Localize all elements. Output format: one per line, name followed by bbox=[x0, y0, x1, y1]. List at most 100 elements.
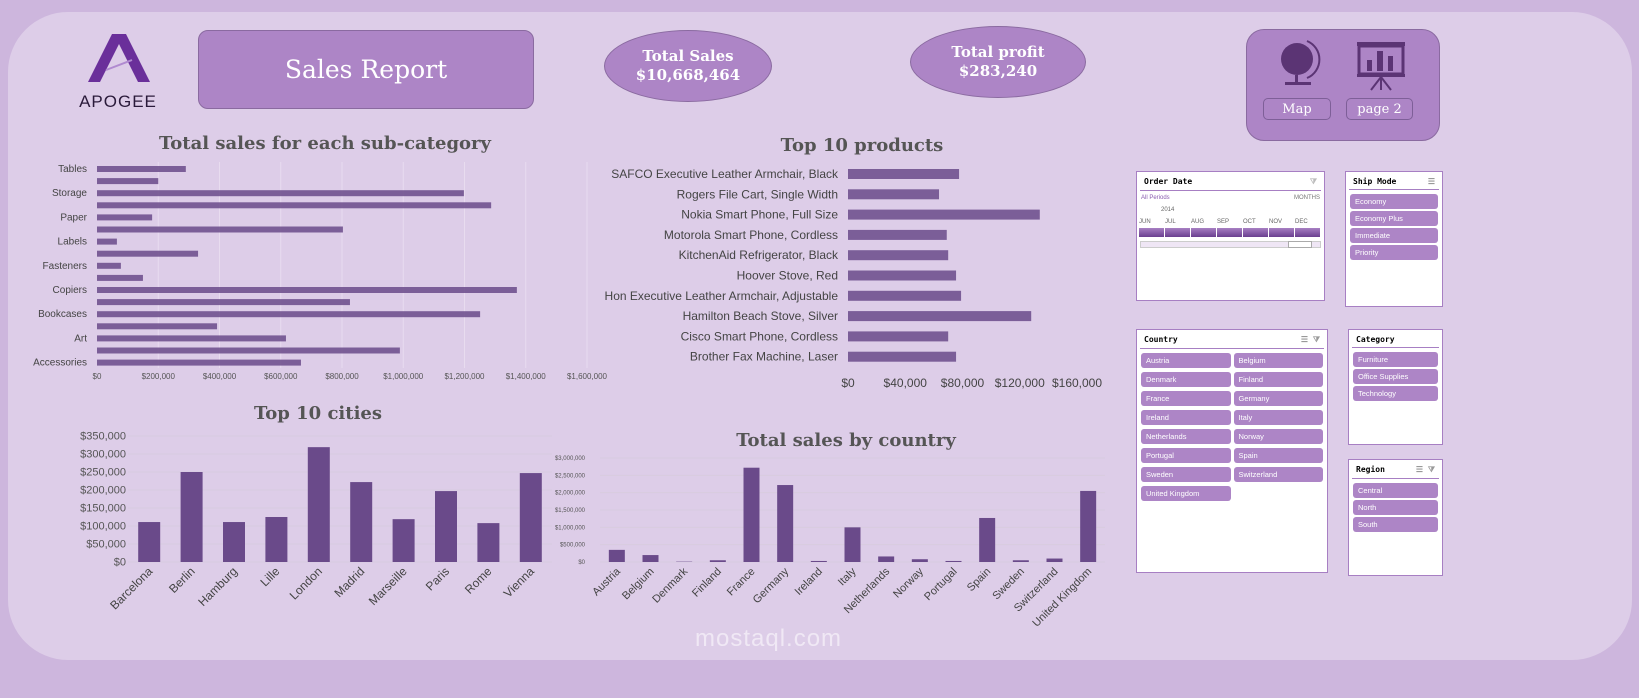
y-tick-label: $3,000,000 bbox=[555, 456, 586, 462]
slicer-item[interactable]: Office Supplies bbox=[1353, 369, 1438, 384]
slicer-item[interactable]: Portugal bbox=[1141, 448, 1231, 463]
bar bbox=[848, 311, 1032, 322]
month-label: NOV bbox=[1269, 219, 1283, 225]
cities-chart-title: Top 10 cities bbox=[253, 403, 383, 424]
category-label: Marseille bbox=[366, 564, 410, 608]
bar bbox=[138, 522, 161, 562]
multi-select-icon[interactable]: ☰ ⧩ bbox=[1415, 465, 1435, 474]
kpi-label: Total profit bbox=[951, 43, 1045, 61]
order-date-slicer[interactable]: Order Date ⧩ All Periods MONTHS 2014 JUN J… bbox=[1136, 171, 1325, 301]
month-bar[interactable] bbox=[1165, 228, 1190, 237]
globe-icon[interactable] bbox=[1277, 38, 1322, 88]
slicer-item[interactable]: Sweden bbox=[1141, 467, 1231, 482]
bar bbox=[848, 169, 960, 179]
kpi-total-profit: Total profit $283,240 bbox=[910, 26, 1086, 98]
slicer-item[interactable]: Technology bbox=[1353, 386, 1438, 401]
month-bar[interactable] bbox=[1269, 228, 1294, 237]
bar bbox=[848, 250, 949, 261]
category-label: Paris bbox=[423, 564, 452, 593]
slicer-item[interactable]: Italy bbox=[1233, 410, 1323, 425]
bar bbox=[848, 290, 962, 301]
month-bar[interactable] bbox=[1217, 228, 1242, 237]
slicer-item[interactable]: Denmark bbox=[1141, 372, 1231, 387]
slicer-item[interactable]: South bbox=[1353, 517, 1438, 532]
category-label: Germany bbox=[751, 565, 792, 606]
kpi-total-sales: Total Sales $10,668,464 bbox=[604, 30, 772, 102]
y-tick-label: $0 bbox=[114, 557, 126, 569]
bar bbox=[519, 473, 542, 562]
ship-mode-slicer[interactable]: Ship Mode ☰ Economy Economy Plus Immediate P… bbox=[1345, 171, 1443, 307]
watermark: mostaql.com bbox=[695, 625, 843, 652]
slicer-item[interactable]: Belgium bbox=[1233, 353, 1323, 368]
bar bbox=[608, 549, 625, 562]
bar bbox=[848, 189, 940, 200]
slicer-item[interactable]: Netherlands bbox=[1141, 429, 1231, 444]
timeline-bar[interactable] bbox=[1139, 228, 1324, 237]
slicer-item[interactable]: Furniture bbox=[1353, 352, 1438, 367]
month-label: OCT bbox=[1243, 219, 1256, 225]
logo-mark-icon bbox=[88, 34, 150, 82]
clear-filter-icon[interactable]: ⧩ bbox=[1309, 177, 1317, 186]
bar bbox=[777, 485, 794, 562]
slicer-item[interactable]: United Kingdom bbox=[1141, 486, 1231, 501]
category-label: Fasteners bbox=[43, 261, 87, 272]
kpi-label: Total Sales bbox=[642, 47, 734, 65]
slicer-item[interactable]: Switzerland bbox=[1233, 467, 1323, 482]
bar bbox=[97, 335, 286, 342]
month-bar[interactable] bbox=[1243, 228, 1268, 237]
multi-select-icon[interactable]: ☰ ⧩ bbox=[1300, 335, 1320, 344]
slicer-item[interactable]: Norway bbox=[1233, 429, 1323, 444]
category-slicer[interactable]: Category Furniture Office Supplies Technol… bbox=[1348, 329, 1443, 445]
slicer-item[interactable]: Finland bbox=[1233, 372, 1323, 387]
map-button[interactable]: Map bbox=[1263, 98, 1331, 120]
x-tick-label: $1,200,000 bbox=[444, 372, 485, 381]
time-level-dropdown[interactable]: MONTHS bbox=[1294, 195, 1320, 201]
region-slicer[interactable]: Region ☰ ⧩ Central North South bbox=[1348, 459, 1443, 576]
y-tick-label: $500,000 bbox=[560, 543, 586, 549]
slicer-title: Country bbox=[1144, 335, 1178, 344]
category-label: Paper bbox=[60, 212, 87, 223]
month-label: SEP bbox=[1217, 219, 1230, 225]
multi-select-icon[interactable]: ☰ bbox=[1427, 177, 1435, 186]
month-label: DEC bbox=[1295, 219, 1308, 225]
country-slicer[interactable]: Country ☰ ⧩ Austria Belgium Denmark Finland F… bbox=[1136, 329, 1328, 573]
bar bbox=[848, 331, 949, 342]
y-tick-label: $2,000,000 bbox=[555, 491, 586, 497]
country-chart-title: Total sales by country bbox=[736, 430, 956, 451]
navigation-box: Map page 2 bbox=[1246, 29, 1440, 141]
month-bar[interactable] bbox=[1295, 228, 1320, 237]
x-tick-label: $160,000 bbox=[1052, 376, 1102, 390]
slicer-item[interactable]: Economy Plus bbox=[1350, 211, 1438, 226]
bar bbox=[911, 559, 928, 562]
bar bbox=[848, 270, 957, 281]
bar bbox=[97, 359, 301, 366]
page-2-button[interactable]: page 2 bbox=[1346, 98, 1413, 120]
bar bbox=[97, 299, 350, 306]
category-label: Barcelona bbox=[107, 564, 155, 612]
bar bbox=[97, 311, 481, 318]
slicer-item[interactable]: Ireland bbox=[1141, 410, 1231, 425]
category-label: Portugal bbox=[922, 566, 959, 603]
slicer-item[interactable]: North bbox=[1353, 500, 1438, 515]
slicer-item[interactable]: Priority bbox=[1350, 245, 1438, 260]
category-label: Madrid bbox=[331, 564, 367, 600]
slicer-item[interactable]: France bbox=[1141, 391, 1231, 406]
slicer-item[interactable]: Immediate bbox=[1350, 228, 1438, 243]
presentation-chart-icon[interactable] bbox=[1353, 38, 1409, 94]
slicer-item[interactable]: Economy bbox=[1350, 194, 1438, 209]
bar bbox=[945, 560, 962, 562]
slicer-item[interactable]: Germany bbox=[1233, 391, 1323, 406]
bar bbox=[979, 517, 996, 562]
slicer-item[interactable]: Central bbox=[1353, 483, 1438, 498]
bar bbox=[1046, 558, 1063, 562]
x-tick-label: $1,000,000 bbox=[383, 372, 424, 381]
y-tick-label: $50,000 bbox=[86, 539, 126, 551]
month-label: JUN bbox=[1139, 219, 1151, 225]
category-label: Labels bbox=[58, 237, 87, 248]
slicer-item[interactable]: Austria bbox=[1141, 353, 1231, 368]
slicer-item[interactable]: Spain bbox=[1233, 448, 1323, 463]
month-bar[interactable] bbox=[1191, 228, 1216, 237]
timeline-scrollbar[interactable] bbox=[1140, 241, 1321, 248]
month-bar[interactable] bbox=[1139, 228, 1164, 237]
